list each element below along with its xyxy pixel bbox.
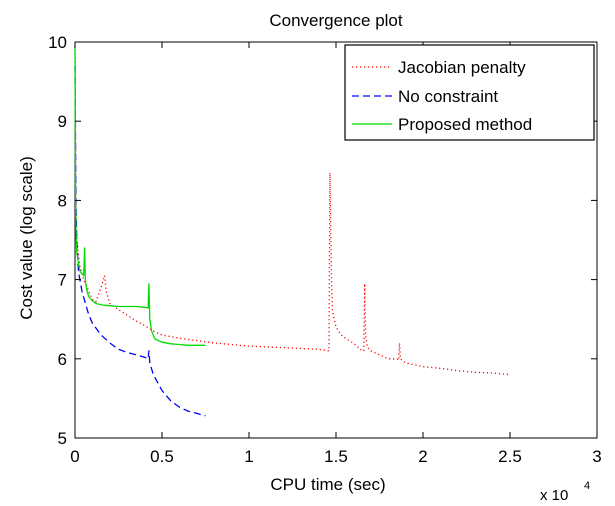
x-tick-label: 1 xyxy=(244,447,253,466)
y-axis-label: Cost value (log scale) xyxy=(17,156,36,319)
x-multiplier-label: x 10 xyxy=(540,487,568,504)
y-tick-label: 6 xyxy=(58,350,67,369)
series-layer xyxy=(74,45,511,417)
x-tick-label: 2 xyxy=(418,447,427,466)
x-tick-label: 1.5 xyxy=(324,447,348,466)
legend: Jacobian penalty No constraint Proposed me… xyxy=(344,44,595,141)
legend-entries: Jacobian penalty No constraint Proposed me… xyxy=(352,58,532,134)
y-tick-label: 5 xyxy=(58,429,67,448)
y-tick-label: 7 xyxy=(58,271,67,290)
legend-label: Jacobian penalty xyxy=(398,58,526,77)
legend-box xyxy=(344,44,595,141)
y-tick-label: 10 xyxy=(48,33,67,52)
chart-title: Convergence plot xyxy=(269,11,403,30)
x-tick-label: 3 xyxy=(592,447,601,466)
series-line-proposed-method xyxy=(74,45,206,346)
legend-label: Proposed method xyxy=(398,115,532,134)
x-tick-label: 0.5 xyxy=(150,447,174,466)
y-tick-label: 9 xyxy=(58,112,67,131)
y-tick-label: 8 xyxy=(58,191,67,210)
x-tick-label: 2.5 xyxy=(498,447,522,466)
x-multiplier-exponent: 4 xyxy=(584,480,590,492)
series-line-no-constraint xyxy=(74,65,206,417)
x-axis-label: CPU time (sec) xyxy=(270,475,385,494)
ticks-layer: 0 0.5 1 1.5 2 2.5 3 5 6 7 8 9 10 xyxy=(48,33,602,466)
legend-label: No constraint xyxy=(398,87,498,106)
x-tick-label: 0 xyxy=(70,447,79,466)
